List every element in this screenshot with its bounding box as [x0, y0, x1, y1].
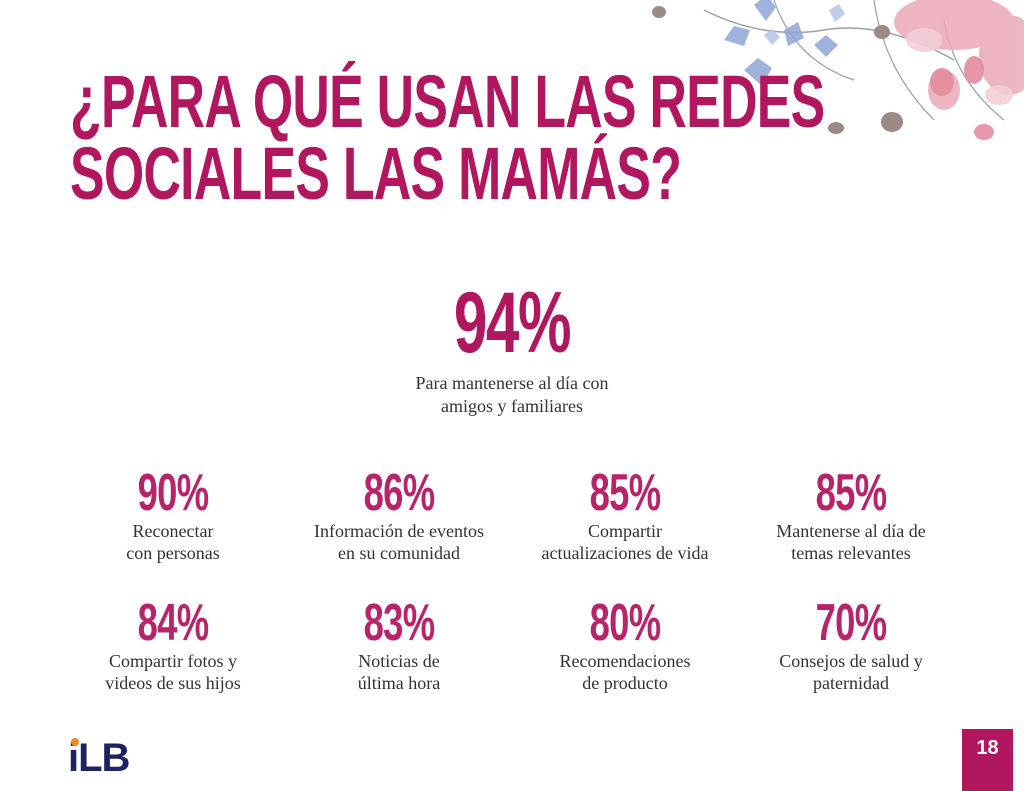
page-title: ¿PARA QUÉ USAN LAS REDES SOCIALES LAS MAM… — [70, 60, 825, 215]
stat-percent: 85% — [815, 464, 887, 522]
page-number: 18 — [962, 729, 1013, 791]
stat-item: 70% Consejos de salud y paternidad — [738, 596, 964, 694]
hero-stat: 94% Para mantenerse al día con amigos y … — [352, 280, 672, 418]
stat-item: 84% Compartir fotos y videos de sus hijo… — [60, 596, 286, 694]
logo-letters: LB — [78, 736, 130, 780]
logo-i: i — [68, 736, 79, 780]
stat-percent: 70% — [815, 594, 887, 652]
stat-percent: 80% — [589, 594, 661, 652]
stat-description: Mantenerse al día de temas relevantes — [776, 521, 926, 563]
stat-description: Información de eventos en su comunidad — [314, 521, 484, 563]
stat-description: Recomendaciones de producto — [559, 651, 691, 693]
ilb-logo: iLB — [68, 736, 130, 780]
stat-percent: 90% — [137, 464, 209, 522]
stat-description: Compartir fotos y videos de sus hijos — [105, 651, 241, 693]
hero-description: Para mantenerse al día con amigos y fami… — [415, 373, 609, 416]
stat-percent: 85% — [589, 464, 661, 522]
stat-item: 80% Recomendaciones de producto — [512, 596, 738, 694]
stat-percent: 84% — [137, 594, 209, 652]
stat-percent: 86% — [363, 464, 435, 522]
stat-percent: 83% — [363, 594, 435, 652]
stat-description: Compartir actualizaciones de vida — [541, 521, 709, 563]
stats-grid: 90% Reconectar con personas 86% Informac… — [60, 466, 964, 694]
stat-item: 90% Reconectar con personas — [60, 466, 286, 564]
stat-item: 85% Compartir actualizaciones de vida — [512, 466, 738, 564]
stat-item: 83% Noticias de última hora — [286, 596, 512, 694]
stat-item: 86% Información de eventos en su comunid… — [286, 466, 512, 564]
stat-description: Consejos de salud y paternidad — [779, 651, 923, 693]
stat-item: 85% Mantenerse al día de temas relevante… — [738, 466, 964, 564]
stat-description: Noticias de última hora — [357, 651, 441, 693]
hero-percent: 94% — [453, 275, 572, 371]
stat-description: Reconectar con personas — [126, 521, 220, 563]
floral-decoration — [624, 0, 1024, 170]
